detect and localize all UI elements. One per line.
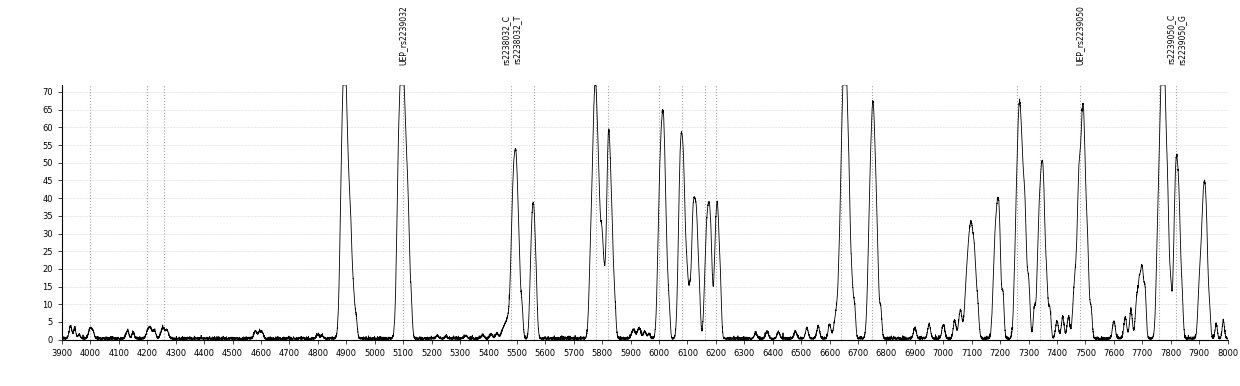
Text: rs2238032_C
rs2238032_T: rs2238032_C rs2238032_T — [501, 15, 521, 64]
Text: rs2239050_C
rs2239050_G: rs2239050_C rs2239050_G — [1167, 14, 1187, 64]
Text: UEP_rs2239032: UEP_rs2239032 — [398, 5, 408, 64]
Text: UEP_rs2239050: UEP_rs2239050 — [1075, 5, 1084, 64]
